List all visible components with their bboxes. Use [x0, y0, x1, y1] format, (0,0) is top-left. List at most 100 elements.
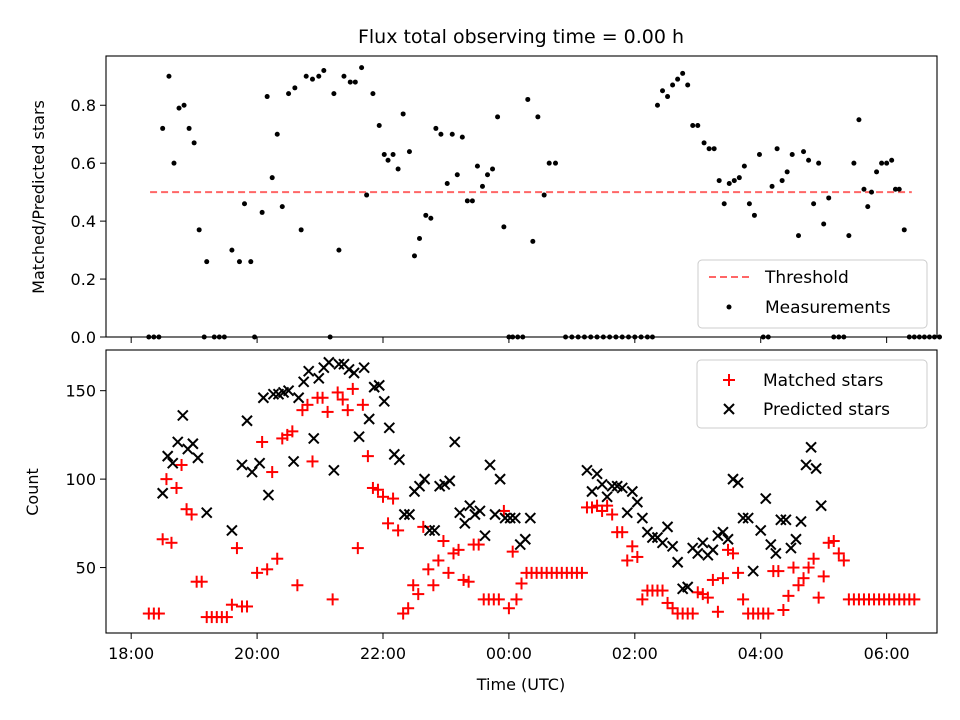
measurement-point — [685, 82, 691, 88]
measurement-point — [303, 73, 309, 79]
matched-star-marker — [510, 593, 523, 606]
matched-star-marker — [832, 547, 845, 560]
measurement-point — [495, 114, 501, 120]
matched-star-marker — [711, 605, 724, 618]
matched-star-marker — [156, 533, 169, 546]
matched-star-marker — [241, 600, 254, 613]
ratio-y-tick-label: 0.0 — [71, 328, 96, 347]
measurement-point — [751, 212, 757, 218]
matched-star-marker — [452, 543, 465, 556]
matched-star-marker — [686, 607, 699, 620]
predicted-star-marker — [253, 457, 266, 469]
measurement-point — [347, 79, 353, 85]
predicted-star-marker — [775, 514, 787, 526]
predicted-star-marker — [393, 453, 406, 466]
matched-star-marker — [326, 593, 339, 606]
measurement-point — [376, 123, 382, 129]
matched-star-marker — [807, 552, 820, 565]
matched-star-marker — [336, 393, 349, 406]
measurement-point — [309, 76, 315, 82]
matched-star-marker — [782, 589, 795, 602]
predicted-star-marker — [353, 430, 365, 443]
measurement-point — [535, 114, 541, 120]
measurement-point — [690, 123, 696, 129]
predicted-star-marker — [606, 480, 618, 492]
matched-star-marker — [412, 588, 425, 601]
matched-star-marker — [321, 405, 334, 418]
predicted-star-marker — [257, 392, 270, 404]
matched-star-marker — [732, 566, 745, 579]
measurement-point — [784, 169, 790, 175]
matched-star-marker — [366, 481, 379, 494]
matched-star-marker — [291, 579, 304, 592]
matched-star-marker — [727, 547, 740, 560]
predicted-star-marker — [591, 468, 603, 480]
measurement-point — [541, 192, 547, 198]
matched-star-marker — [266, 466, 279, 479]
matched-star-marker — [170, 481, 183, 494]
measurement-point — [716, 178, 722, 184]
predicted-star-marker — [732, 476, 744, 489]
matched-star-marker — [706, 573, 719, 586]
measurement-point — [469, 198, 475, 204]
predicted-star-marker — [303, 365, 315, 377]
matched-star-marker — [787, 561, 800, 574]
measurement-point — [774, 146, 780, 152]
matched-star-marker — [432, 554, 445, 567]
predicted-star-marker — [692, 547, 704, 560]
predicted-star-marker — [800, 459, 812, 471]
measurement-point — [654, 102, 660, 108]
ratio-axes: Flux total observing time = 0.00 h 0.00.… — [29, 26, 943, 347]
matched-star-marker — [230, 542, 243, 555]
predicted-star-marker — [373, 379, 385, 392]
matched-star-marker — [195, 575, 208, 588]
ratio-y-ticks: 0.0 0.2 0.4 0.6 0.8 — [71, 96, 106, 347]
measurement-point — [731, 178, 737, 184]
measurement-point — [385, 157, 391, 163]
legend-predicted-swatch — [723, 403, 735, 415]
measurement-point — [789, 151, 795, 157]
predicted-star-marker — [418, 473, 431, 485]
measurement-point — [364, 192, 370, 198]
measurement-point — [166, 73, 172, 79]
matched-star-marker — [165, 536, 178, 549]
matched-star-marker — [616, 526, 629, 539]
matched-star-marker — [220, 611, 233, 624]
matched-star-marker — [256, 435, 269, 448]
predicted-star-marker — [581, 464, 593, 476]
predicted-star-marker — [423, 524, 436, 537]
legend-predicted-label: Predicted stars — [763, 400, 890, 420]
predicted-star-marker — [172, 436, 184, 448]
predicted-star-marker — [785, 542, 797, 554]
measurement-point — [390, 151, 396, 157]
matched-star-marker — [575, 566, 588, 579]
measurement-point — [892, 186, 898, 192]
matched-star-marker — [251, 566, 264, 579]
measurement-point — [352, 79, 358, 85]
measurement-point — [726, 180, 732, 186]
predicted-star-marker — [484, 459, 496, 471]
predicted-star-marker — [712, 530, 724, 542]
count-y-ticks: 50 100 150 — [65, 382, 106, 578]
measurement-point — [274, 131, 280, 137]
measurement-point — [884, 160, 890, 166]
predicted-star-marker — [459, 517, 471, 530]
count-y-tick-label: 100 — [65, 470, 96, 489]
measurement-point — [889, 157, 895, 163]
matched-star-marker — [701, 591, 714, 604]
measurement-point — [438, 131, 444, 137]
ratio-y-tick-label: 0.2 — [71, 270, 96, 289]
matched-star-marker — [180, 503, 193, 516]
predicted-star-marker — [795, 515, 807, 528]
measurement-point — [779, 178, 785, 184]
predicted-star-marker — [790, 533, 802, 545]
predicted-star-marker — [187, 438, 199, 450]
measurement-point — [186, 125, 192, 131]
measurement-point — [901, 227, 907, 233]
ratio-y-label: Matched/Predicted stars — [29, 100, 48, 294]
matched-star-marker — [601, 499, 614, 512]
predicted-star-marker — [770, 547, 782, 560]
measurement-point — [485, 172, 491, 178]
matched-star-marker — [737, 593, 750, 606]
measurement-point — [423, 212, 429, 218]
